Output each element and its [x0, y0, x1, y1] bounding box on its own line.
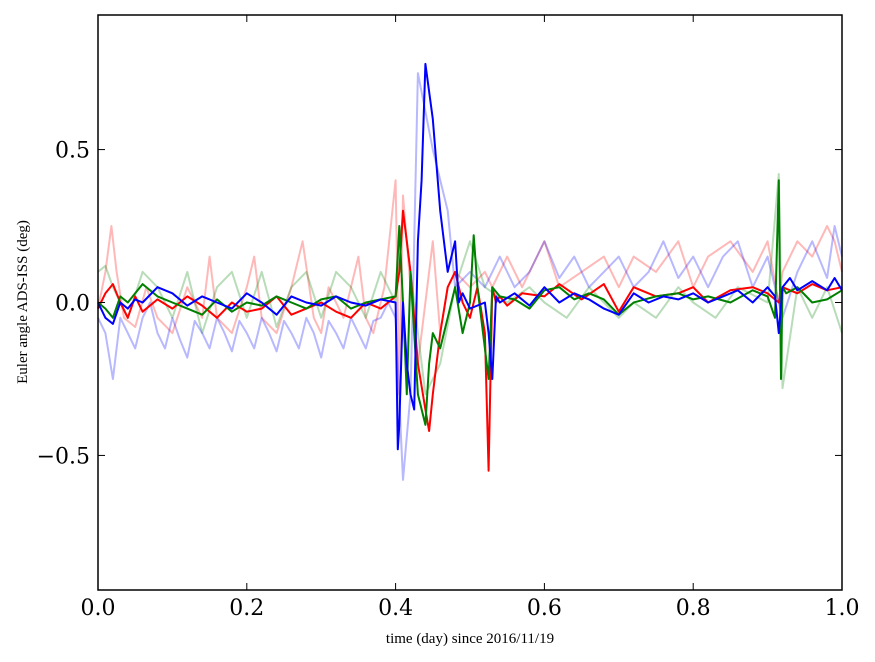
y-tick-label: −0.5	[37, 444, 90, 469]
x-tick-label: 0.4	[378, 596, 413, 621]
x-tick-label: 1.0	[825, 596, 860, 621]
x-tick-label: 0.0	[81, 596, 116, 621]
x-tick-label: 0.2	[229, 596, 264, 621]
y-tick-label: 0.5	[55, 139, 90, 164]
series-line-3	[97, 209, 843, 472]
series-layer	[97, 62, 843, 481]
series-line-5	[97, 62, 843, 451]
y-tick-label: 0.0	[55, 292, 90, 317]
ticks-layer: 0.0 0.2 0.4 0.6 0.8 1.0 −0.5 0.0 0.5	[37, 15, 860, 621]
x-axis-label: time (day) since 2016/11/19	[386, 631, 554, 647]
series-line-1	[97, 173, 843, 396]
y-axis-label: Euler angle ADS-ISS (deg)	[15, 220, 31, 384]
x-tick-label: 0.6	[527, 596, 562, 621]
x-tick-label: 0.8	[676, 596, 711, 621]
series-line-2	[97, 72, 843, 481]
